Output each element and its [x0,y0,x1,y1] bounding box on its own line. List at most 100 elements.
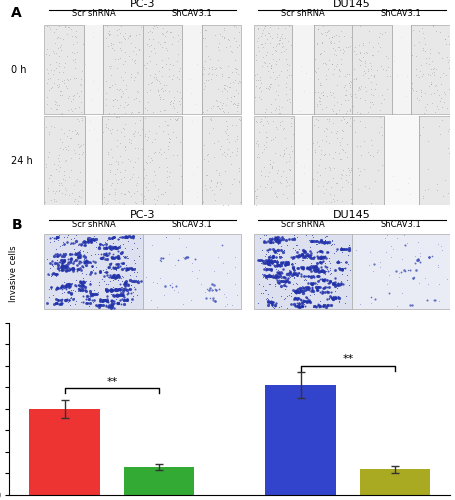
Point [330,164,338,172]
Point [133,180,141,188]
Point [130,132,137,140]
Point [328,106,335,114]
Point [231,263,238,271]
Point [86,233,94,241]
Point [326,294,333,302]
Point [340,82,348,90]
Point [123,261,130,269]
Point [312,264,319,272]
Point [45,292,52,300]
Point [317,81,324,89]
Point [72,150,79,158]
Point [116,102,123,110]
Point [350,102,357,110]
Point [150,36,157,44]
Point [362,123,369,131]
Point [338,265,345,273]
Point [122,81,129,89]
Point [299,302,306,310]
Point [57,126,65,134]
Point [76,286,83,294]
Point [61,256,68,264]
Point [313,266,320,274]
Point [343,43,350,51]
Point [283,242,291,250]
Point [346,168,354,176]
Point [287,260,294,268]
Point [346,122,353,130]
Point [100,272,107,280]
Point [167,28,175,36]
Point [258,40,265,48]
Point [275,71,283,79]
Point [61,264,68,272]
Point [311,279,318,287]
Point [157,94,164,102]
Point [111,253,119,261]
Point [285,95,293,103]
Point [106,274,113,281]
Point [112,296,120,304]
Point [286,157,293,165]
Point [371,294,378,302]
Point [69,266,76,274]
Point [264,67,272,75]
Text: DU145: DU145 [334,0,371,9]
Point [64,84,71,92]
Point [159,62,166,70]
Point [114,254,121,262]
Point [103,100,110,108]
Point [107,71,115,79]
Point [298,264,305,272]
Point [344,178,352,186]
Point [76,253,83,261]
Point [282,45,289,53]
Point [152,60,159,68]
Point [316,297,324,305]
Point [104,251,111,259]
Bar [45,234,142,308]
Point [73,175,81,183]
Point [60,146,67,154]
Point [112,264,120,272]
Point [52,49,59,57]
Point [335,37,343,45]
Bar [293,25,314,114]
Point [273,262,281,270]
Point [103,296,111,304]
Point [77,298,85,306]
Point [153,303,160,311]
Point [46,86,53,94]
Point [51,80,58,88]
Point [61,288,68,296]
Point [298,264,306,272]
Point [299,263,307,271]
Point [327,38,334,46]
Point [255,280,263,288]
Point [336,297,343,305]
Point [157,93,164,101]
Point [55,284,62,292]
Point [101,250,108,258]
Point [121,253,129,261]
Point [216,171,223,179]
Point [428,252,435,260]
Point [338,196,345,204]
Point [374,146,382,154]
Point [120,259,127,267]
Point [73,89,81,97]
Point [174,38,182,46]
Point [115,290,122,298]
Point [316,142,323,150]
Point [337,277,344,285]
Point [293,271,300,279]
Point [231,64,238,72]
Point [413,65,420,73]
Point [90,258,97,266]
Point [355,41,363,49]
Point [430,64,438,72]
Point [187,296,194,304]
Point [166,250,173,258]
Point [370,71,378,79]
Point [108,234,116,242]
